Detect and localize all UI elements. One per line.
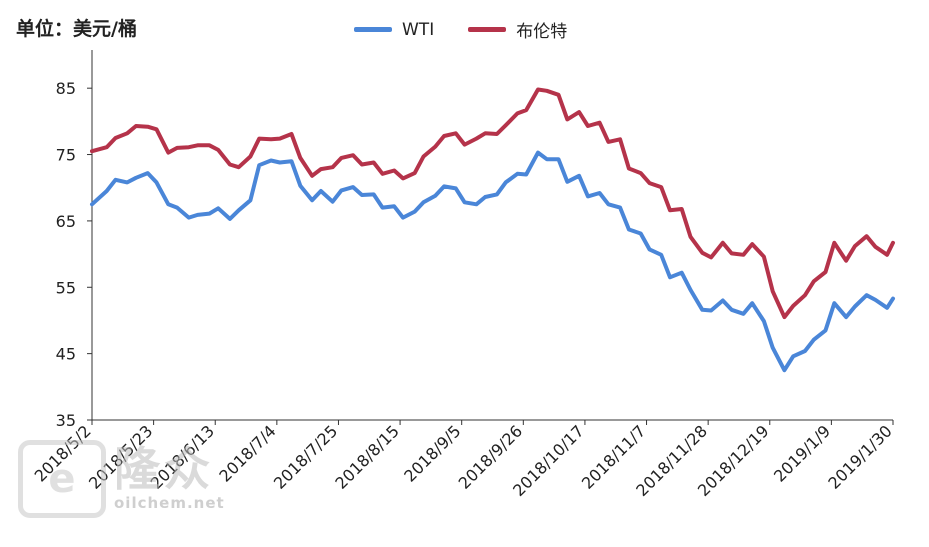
x-tick-label: 2019/1/30 <box>824 421 895 492</box>
x-tick-label: 2018/7/25 <box>270 421 341 492</box>
watermark-cn: 隆众 <box>114 442 214 496</box>
watermark-url: oilchem.net <box>114 494 225 512</box>
e-logo-icon: e <box>18 440 106 518</box>
x-tick-label: 2018/8/15 <box>331 421 402 492</box>
brent-series-line <box>90 87 895 320</box>
legend-swatch-wti <box>354 27 392 32</box>
watermark-text: 隆众 oilchem.net <box>114 440 225 512</box>
legend-label-brent: 布伦特 <box>516 22 568 42</box>
legend-item-brent: 布伦特 <box>468 17 567 42</box>
legend-item-wti: WTI <box>354 20 434 40</box>
x-tick-label: 2018/7/4 <box>215 421 279 485</box>
y-tick-label: 75 <box>56 146 76 165</box>
y-tick-label: 45 <box>56 345 76 364</box>
legend-swatch-brent <box>468 27 507 32</box>
series-layer <box>90 87 895 373</box>
unit-label: 单位：美元/桶 <box>16 18 137 40</box>
y-tick-label: 85 <box>56 79 76 98</box>
watermark: e 隆众 oilchem.net <box>18 440 225 518</box>
wti-series-line <box>90 150 895 373</box>
y-tick-label: 55 <box>56 278 76 297</box>
x-tick-label: 2019/1/9 <box>770 421 834 485</box>
legend: WTI 布伦特 <box>354 17 601 42</box>
y-tick-label: 35 <box>56 411 76 430</box>
legend-label-wti: WTI <box>402 19 435 40</box>
x-tick-label: 2018/9/5 <box>400 421 464 485</box>
y-tick-label: 65 <box>56 212 76 231</box>
axes: 3545556575852018/5/22018/5/232018/6/1320… <box>31 50 896 500</box>
